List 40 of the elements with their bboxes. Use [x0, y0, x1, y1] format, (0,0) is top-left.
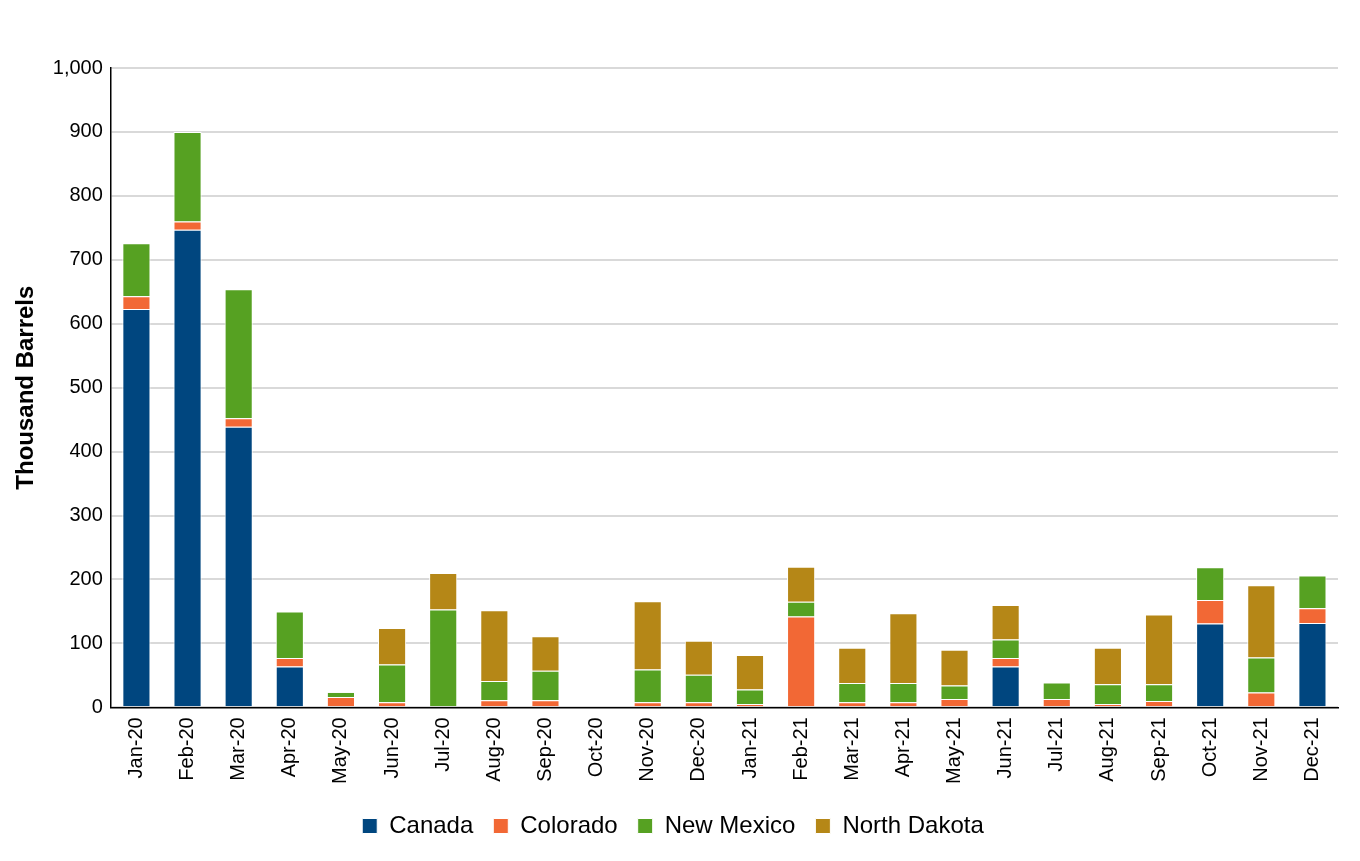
x-tick-label: Mar-20	[226, 717, 249, 781]
x-tick-label: Apr-21	[890, 717, 913, 778]
x-tick-label: Jan-20	[123, 717, 146, 779]
legend-label: North Dakota	[842, 810, 985, 838]
legend-label: New Mexico	[664, 810, 796, 838]
y-axis-title: Thousand Barrels	[11, 285, 39, 490]
x-tick-label: Dec-21	[1299, 717, 1322, 782]
x-tick-label: Oct-20	[584, 717, 607, 778]
x-tick-label: Aug-20	[481, 717, 504, 782]
x-tick-label: May-20	[328, 717, 351, 785]
legend-label: Colorado	[520, 810, 618, 838]
x-tick-label: Nov-20	[635, 717, 658, 782]
y-tick-label: 0	[91, 694, 103, 717]
x-tick-label: Apr-20	[277, 717, 300, 778]
x-tick-label: Jun-20	[379, 717, 402, 779]
y-tick-label: 300	[69, 503, 103, 526]
x-tick-label: Nov-21	[1248, 717, 1271, 782]
y-tick-label: 200	[69, 566, 103, 589]
y-tick-label: 800	[69, 183, 103, 206]
y-tick-label: 600	[69, 311, 103, 334]
x-tick-label: Aug-21	[1095, 717, 1118, 782]
x-tick-label: Feb-20	[175, 717, 198, 781]
y-tick-label: 100	[69, 630, 103, 653]
x-tick-label: Mar-21	[839, 717, 862, 781]
x-tick-label: Sep-21	[1146, 717, 1169, 782]
x-tick-label: Dec-20	[686, 717, 709, 782]
y-tick-label: 1,000	[52, 55, 103, 78]
legend-label: Canada	[389, 810, 474, 838]
x-tick-label: Jan-21	[737, 717, 760, 779]
x-tick-label: Feb-21	[788, 717, 811, 781]
x-tick-label: Sep-20	[532, 717, 555, 782]
y-tick-label: 700	[69, 247, 103, 270]
x-tick-label: May-21	[942, 717, 965, 785]
x-tick-label: Jun-21	[993, 717, 1016, 779]
y-tick-label: 900	[69, 119, 103, 142]
y-tick-label: 400	[69, 439, 103, 462]
x-tick-label: Jul-20	[430, 717, 453, 772]
x-tick-label: Oct-21	[1197, 717, 1220, 778]
x-tick-label: Jul-21	[1044, 717, 1067, 772]
y-tick-label: 500	[69, 375, 103, 398]
